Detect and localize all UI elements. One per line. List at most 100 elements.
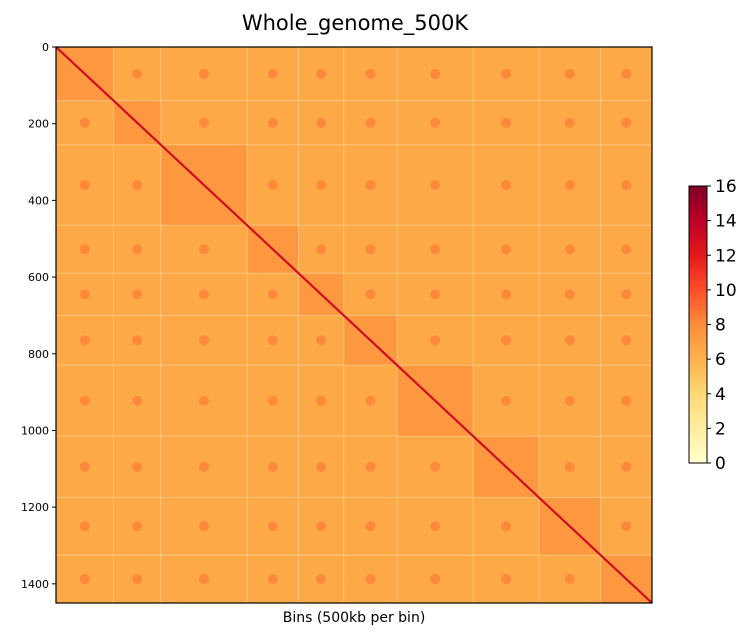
interaction-spot [79, 117, 90, 128]
interaction-spot [621, 117, 632, 128]
colorbar-tick-label: 10 [715, 281, 737, 301]
interaction-spot [316, 335, 327, 346]
colorbar-tick-label: 6 [715, 350, 726, 370]
interaction-spot [501, 574, 512, 585]
colorbar-gradient [688, 185, 708, 464]
interaction-spot [430, 574, 441, 585]
colorbar-tick-label: 2 [715, 419, 726, 439]
interaction-spot [267, 461, 278, 472]
interaction-spot [501, 335, 512, 346]
interaction-spot [564, 244, 575, 255]
interaction-spot [198, 289, 209, 300]
interaction-spot [316, 180, 327, 191]
interaction-spot [316, 395, 327, 406]
interaction-spot [365, 244, 376, 255]
interaction-spot [365, 521, 376, 532]
interaction-spot [564, 289, 575, 300]
interaction-spot [430, 461, 441, 472]
interaction-spot [267, 574, 278, 585]
y-axis: 0 200 400 600 800 1000 1200 1400 [21, 41, 56, 591]
interaction-spot [621, 461, 632, 472]
colorbar-tick-label: 0 [715, 454, 726, 474]
interaction-spot [316, 574, 327, 585]
interaction-spot [132, 574, 143, 585]
interaction-spot [430, 117, 441, 128]
interaction-spot [365, 574, 376, 585]
interaction-spot [501, 395, 512, 406]
interaction-spot [316, 117, 327, 128]
y-tick-label: 800 [28, 348, 49, 361]
interaction-spot [132, 395, 143, 406]
interaction-spot [316, 68, 327, 79]
interaction-spot [564, 574, 575, 585]
y-tick-label: 200 [28, 118, 49, 131]
y-tick-label: 600 [28, 271, 49, 284]
interaction-spot [564, 461, 575, 472]
interaction-spot [430, 180, 441, 191]
interaction-spot [501, 68, 512, 79]
heatmap-diagonal [56, 47, 652, 603]
y-tick-label: 400 [28, 194, 49, 207]
colorbar-tick-label: 12 [715, 246, 737, 266]
interaction-spot [430, 244, 441, 255]
interaction-spot [79, 180, 90, 191]
interaction-spot [267, 335, 278, 346]
interaction-spot [198, 521, 209, 532]
interaction-spot [430, 68, 441, 79]
interaction-spot [132, 521, 143, 532]
interaction-spot [132, 180, 143, 191]
interaction-spot [316, 244, 327, 255]
interaction-spot [198, 461, 209, 472]
interaction-spot [501, 244, 512, 255]
interaction-spot [267, 289, 278, 300]
interaction-spot [79, 335, 90, 346]
interaction-spot [267, 395, 278, 406]
colorbar-tick-label: 8 [715, 316, 726, 336]
interaction-spot [621, 395, 632, 406]
heatmap-matrix [56, 47, 652, 603]
interaction-spot [132, 244, 143, 255]
interaction-spot [79, 395, 90, 406]
interaction-spot [79, 521, 90, 532]
interaction-spot [79, 289, 90, 300]
interaction-spot [365, 117, 376, 128]
interaction-spot [267, 521, 278, 532]
plot-frame [55, 46, 653, 604]
interaction-spot [430, 335, 441, 346]
interaction-spot [132, 335, 143, 346]
interaction-spot [430, 521, 441, 532]
interaction-spot [79, 244, 90, 255]
interaction-spot [365, 461, 376, 472]
interaction-spot [198, 395, 209, 406]
interaction-spot [621, 335, 632, 346]
interaction-spot [564, 180, 575, 191]
interaction-spot [132, 68, 143, 79]
colorbar-tick-label: 16 [715, 177, 737, 197]
interaction-spot [564, 395, 575, 406]
interaction-spot [365, 180, 376, 191]
y-tick-label: 0 [42, 41, 49, 54]
interaction-spot [501, 180, 512, 191]
interaction-spot [621, 289, 632, 300]
interaction-spot [621, 180, 632, 191]
colorbar: 0 2 4 6 8 10 12 14 16 [688, 177, 737, 474]
chart-title: Whole_genome_500K [242, 11, 470, 36]
interaction-spot [198, 244, 209, 255]
y-tick-label: 1000 [21, 424, 49, 437]
interaction-spot [621, 68, 632, 79]
interaction-spot [79, 461, 90, 472]
y-tick-label: 1200 [21, 501, 49, 514]
y-tick-label: 1400 [21, 578, 49, 591]
interaction-spot [365, 289, 376, 300]
interaction-spot [621, 244, 632, 255]
interaction-spot [564, 335, 575, 346]
interaction-spot [621, 521, 632, 532]
interaction-spot [132, 289, 143, 300]
interaction-spot [501, 521, 512, 532]
interaction-spot [267, 68, 278, 79]
interaction-spot [267, 180, 278, 191]
x-axis-label: Bins (500kb per bin) [283, 610, 426, 626]
interaction-spot [267, 117, 278, 128]
interaction-spot [316, 521, 327, 532]
